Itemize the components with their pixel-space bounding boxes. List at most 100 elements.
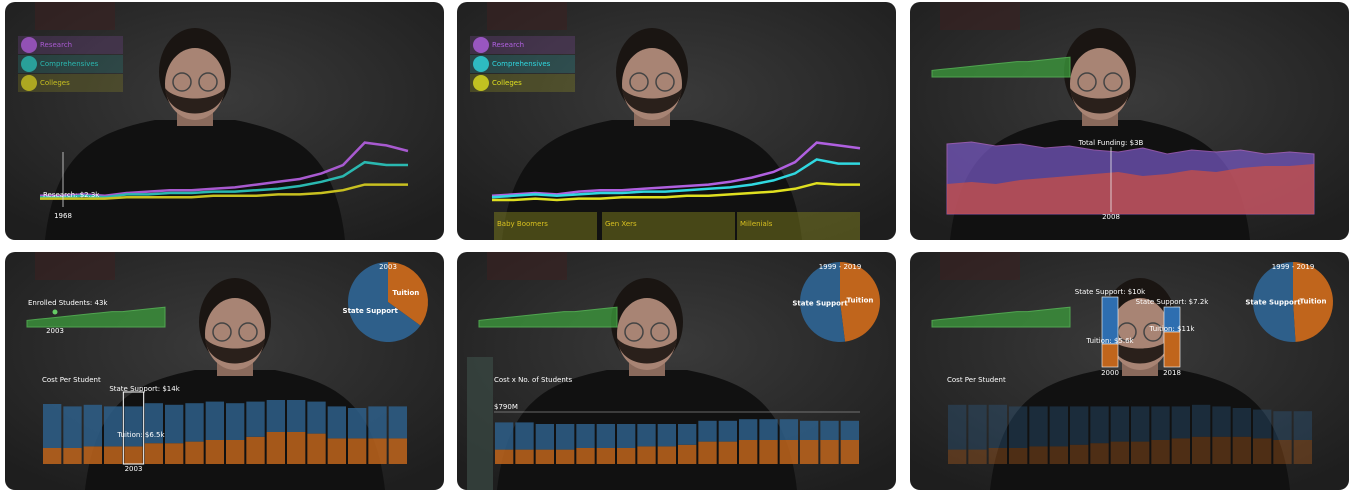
tuition-bar: [165, 443, 183, 464]
video-frame: ResearchComprehensivesCollegesBaby Boome…: [457, 2, 896, 240]
legend-label: Comprehensives: [492, 60, 551, 68]
state-bar: [1294, 411, 1312, 440]
state-bar: [287, 400, 305, 432]
state-bar: [1253, 410, 1271, 439]
tuition-bar: [84, 446, 102, 464]
legend-swatch: [21, 75, 37, 91]
bars-title: Cost Per Student: [947, 376, 1006, 384]
year-label: 2018: [1163, 369, 1181, 377]
legend-label: Comprehensives: [40, 60, 99, 68]
tuition-bar: [1233, 437, 1251, 464]
state-bar: [841, 421, 859, 440]
tuition-bar: [1192, 437, 1210, 464]
state-bar: [348, 408, 366, 438]
year-label: 2000: [1101, 369, 1119, 377]
tuition-bar: [968, 450, 986, 464]
shelf: [940, 252, 1020, 280]
state-bar: [1050, 406, 1068, 446]
pie-label: Tuition: [846, 297, 873, 305]
state-bar: [719, 421, 737, 442]
legend-label: Research: [40, 41, 72, 49]
tuition-bar: [348, 438, 366, 464]
tuition-bar: [307, 434, 325, 464]
tuition-bar: [1273, 440, 1291, 464]
state-bar: [617, 424, 635, 448]
state-bar: [536, 424, 554, 450]
year-label: 2003: [125, 465, 143, 473]
tuition-bar: [989, 448, 1007, 464]
enrollment-label: Enrolled Students: 43k: [28, 299, 108, 307]
state-bar: [1009, 406, 1027, 448]
state-bar: [495, 422, 513, 449]
state-bar: [389, 406, 407, 438]
tuition-bar: [536, 450, 554, 464]
hand-band: [467, 357, 493, 490]
tuition-bar: [495, 450, 513, 464]
state-bar: [989, 405, 1007, 448]
state-bar: [1273, 411, 1291, 440]
tuition-bar: [1172, 438, 1190, 464]
state-bar: [948, 405, 966, 450]
video-frame: Total Funding: $3B2008: [910, 2, 1349, 240]
video-frame: TuitionState Support1999 - 2019Cost x No…: [457, 252, 896, 490]
state-bar: [800, 421, 818, 440]
tuition-bar: [800, 440, 818, 464]
tuition-bar: [124, 446, 142, 464]
figure: ResearchComprehensivesCollegesResearch: …: [0, 0, 1353, 490]
state-bar: [1029, 406, 1047, 446]
state-bar: [1131, 406, 1149, 441]
tuition-label: Tuition: $11k: [1148, 325, 1195, 333]
shelf: [35, 252, 115, 280]
tuition-bar: [226, 440, 244, 464]
tuition-bar: [698, 442, 716, 464]
state-bar: [1172, 406, 1190, 438]
tuition-bar: [1212, 437, 1230, 464]
pie-title: 2003: [379, 263, 397, 271]
tuition-label: Tuition: $6.5k: [116, 431, 165, 439]
tuition-bar: [1151, 440, 1169, 464]
state-bar: [597, 424, 615, 448]
generation-label: Millenials: [740, 220, 773, 228]
state-bar: [43, 404, 61, 448]
tuition-bar: [63, 448, 81, 464]
state-bar: [63, 406, 81, 448]
state-bar: [307, 402, 325, 434]
state-bar: [1111, 406, 1129, 441]
tuition-bar: [719, 442, 737, 464]
tuition-bar: [637, 446, 655, 464]
state-bar: [368, 406, 386, 438]
legend-swatch: [473, 56, 489, 72]
state-bar: [246, 402, 264, 437]
bars-title: Cost Per Student: [42, 376, 101, 384]
legend-swatch: [21, 37, 37, 53]
generation-label: Baby Boomers: [497, 220, 548, 228]
highlight-tuition: [1102, 344, 1118, 367]
state-bar: [820, 421, 838, 440]
tooltip: Total Funding: $3B: [1078, 139, 1144, 147]
state-bar: [1070, 406, 1088, 444]
state-label: State Support: $14k: [109, 385, 180, 393]
shelf: [487, 252, 567, 280]
tuition-bar: [1029, 446, 1047, 464]
tuition-bar: [185, 442, 203, 464]
tuition-bar: [1090, 443, 1108, 464]
state-bar: [267, 400, 285, 432]
shelf: [940, 2, 1020, 30]
tuition-bar: [515, 450, 533, 464]
pie-title: 1999 - 2019: [819, 263, 862, 271]
state-bar: [104, 406, 122, 446]
legend-label: Research: [492, 41, 524, 49]
tuition-bar: [104, 446, 122, 464]
tuition-bar: [678, 445, 696, 464]
tuition-bar: [1131, 442, 1149, 464]
tuition-bar: [1070, 445, 1088, 464]
state-bar: [759, 419, 777, 440]
state-bar: [1233, 408, 1251, 437]
tuition-bar: [389, 438, 407, 464]
legend-swatch: [21, 56, 37, 72]
tuition-bar: [1050, 446, 1068, 464]
tuition-bar: [658, 446, 676, 464]
tuition-label: Tuition: $5.6k: [1085, 337, 1134, 345]
